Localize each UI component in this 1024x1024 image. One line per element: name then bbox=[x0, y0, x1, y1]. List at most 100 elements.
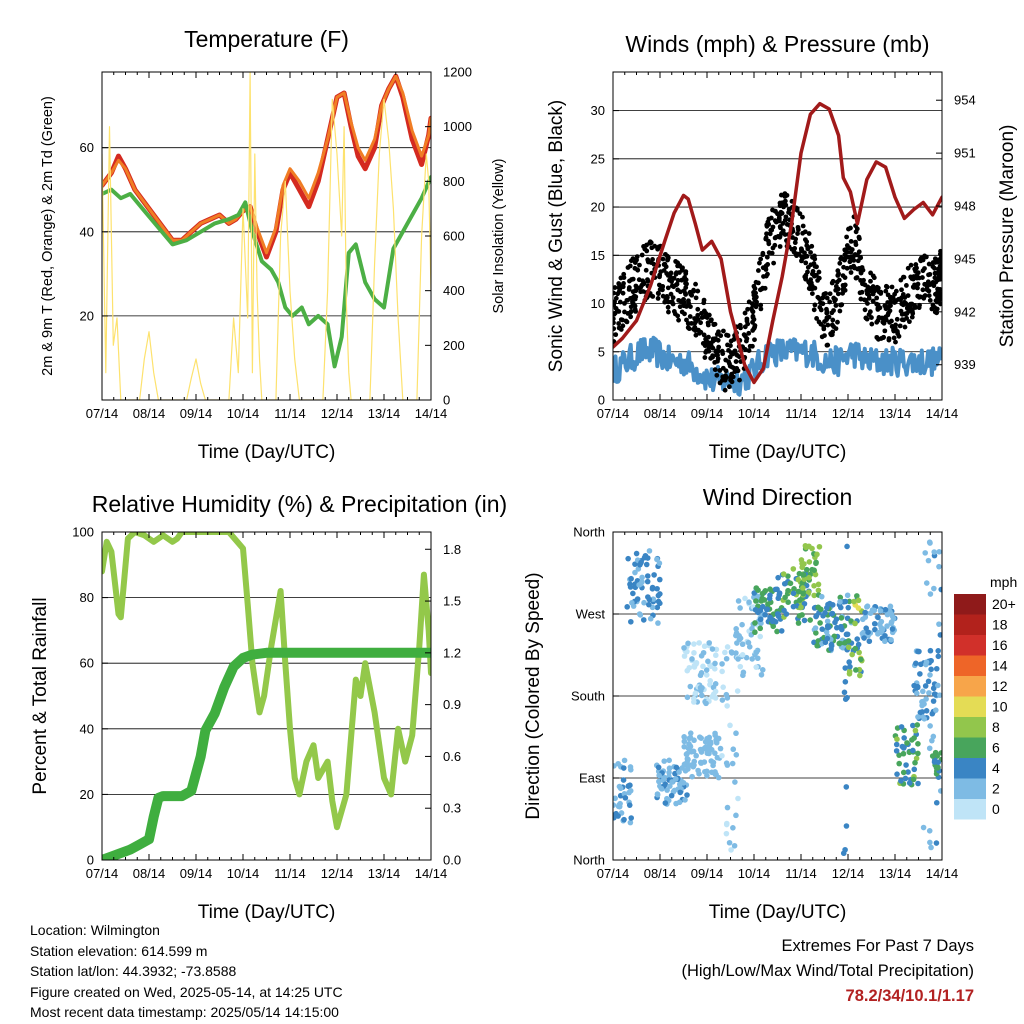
gust-point bbox=[780, 228, 786, 234]
gust-point bbox=[930, 302, 936, 308]
gust-point bbox=[643, 267, 649, 273]
direction-point bbox=[901, 744, 907, 750]
gust-point bbox=[760, 250, 766, 256]
direction-point bbox=[634, 596, 641, 602]
gust-point bbox=[879, 315, 885, 321]
chart-title: Winds (mph) & Pressure (mb) bbox=[625, 31, 929, 57]
gust-point bbox=[912, 302, 917, 308]
direction-point bbox=[704, 748, 711, 755]
gust-point bbox=[645, 278, 651, 284]
gust-point bbox=[744, 336, 750, 342]
direction-point bbox=[723, 655, 730, 662]
direction-point bbox=[691, 699, 697, 705]
y-tick-label: 100 bbox=[72, 525, 94, 540]
direction-point bbox=[889, 626, 896, 632]
gust-point bbox=[727, 354, 733, 360]
y2-axis-label: Station Pressure (Maroon) bbox=[997, 125, 1018, 348]
gust-point bbox=[769, 227, 775, 233]
direction-point bbox=[687, 683, 694, 690]
gust-point bbox=[666, 309, 671, 315]
direction-point bbox=[914, 690, 920, 697]
direction-point bbox=[801, 600, 808, 607]
direction-point bbox=[844, 631, 851, 638]
gust-point bbox=[889, 284, 895, 290]
gust-point bbox=[728, 338, 734, 344]
direction-point bbox=[918, 661, 924, 668]
direction-point bbox=[879, 626, 886, 633]
gust-point bbox=[634, 254, 640, 260]
direction-point bbox=[933, 799, 940, 806]
direction-point bbox=[753, 649, 760, 656]
y-tick-label: West bbox=[576, 607, 606, 622]
direction-point bbox=[689, 773, 695, 780]
direction-point bbox=[927, 591, 934, 597]
direction-point bbox=[806, 559, 813, 565]
direction-point bbox=[681, 645, 687, 651]
x-tick-label: 07/14 bbox=[597, 406, 630, 421]
direction-point bbox=[627, 764, 634, 770]
gust-point bbox=[900, 302, 906, 308]
x-tick-label: 12/14 bbox=[832, 866, 865, 881]
gust-point bbox=[818, 300, 823, 306]
gust-point bbox=[766, 216, 772, 222]
gust-point bbox=[835, 291, 841, 297]
gust-point bbox=[767, 231, 773, 237]
x-tick-label: 09/14 bbox=[691, 406, 724, 421]
gust-point bbox=[921, 295, 927, 301]
gust-point bbox=[929, 306, 935, 312]
gust-point bbox=[799, 258, 804, 264]
direction-point bbox=[686, 741, 692, 747]
direction-point bbox=[656, 772, 662, 779]
direction-point bbox=[666, 757, 672, 764]
gust-point bbox=[905, 265, 911, 271]
humidity-precip-panel: 07/14 08/14 09/14 10/14 11/14 12/14 13/14 14/14… bbox=[30, 491, 507, 923]
direction-point bbox=[928, 844, 934, 851]
gust-point bbox=[683, 292, 689, 297]
gust-point bbox=[869, 315, 874, 320]
gust-point bbox=[937, 287, 942, 292]
direction-point bbox=[669, 779, 675, 785]
direction-point bbox=[752, 629, 758, 636]
gust-point bbox=[699, 310, 704, 316]
extremes-title: Extremes For Past 7 Days bbox=[781, 937, 974, 955]
direction-point bbox=[737, 663, 744, 670]
direction-point bbox=[813, 612, 820, 619]
direction-point bbox=[866, 638, 873, 645]
direction-point bbox=[833, 616, 840, 622]
direction-point bbox=[708, 769, 715, 776]
gust-point bbox=[867, 309, 873, 315]
gust-point bbox=[841, 257, 847, 263]
gust-point bbox=[827, 299, 833, 305]
gust-point bbox=[802, 250, 807, 256]
gust-point bbox=[613, 285, 618, 290]
direction-point bbox=[633, 550, 640, 557]
gust-point bbox=[809, 243, 815, 249]
gust-point bbox=[730, 350, 736, 355]
direction-point bbox=[862, 609, 868, 616]
direction-point bbox=[649, 586, 656, 592]
gust-point bbox=[937, 268, 942, 274]
x-tick-label: 13/14 bbox=[879, 406, 912, 421]
direction-point bbox=[700, 663, 706, 670]
gust-point bbox=[824, 295, 830, 301]
y-tick-label: 5 bbox=[598, 344, 605, 359]
direction-point bbox=[843, 823, 850, 829]
x-tick-label: 14/14 bbox=[926, 866, 959, 881]
legend-swatch bbox=[954, 737, 986, 758]
direction-point bbox=[864, 603, 871, 610]
direction-point bbox=[676, 799, 683, 806]
direction-point bbox=[860, 616, 866, 623]
gust-point bbox=[865, 301, 870, 306]
direction-point bbox=[795, 620, 802, 626]
direction-point bbox=[906, 780, 913, 786]
direction-point bbox=[757, 633, 764, 640]
direction-point bbox=[783, 611, 790, 617]
direction-point bbox=[702, 744, 709, 751]
direction-point bbox=[790, 603, 797, 610]
direction-point bbox=[661, 758, 668, 764]
gust-point bbox=[766, 250, 772, 256]
gust-point bbox=[927, 298, 933, 303]
direction-point bbox=[693, 752, 699, 759]
direction-point bbox=[655, 598, 662, 605]
legend-swatch bbox=[954, 696, 986, 717]
